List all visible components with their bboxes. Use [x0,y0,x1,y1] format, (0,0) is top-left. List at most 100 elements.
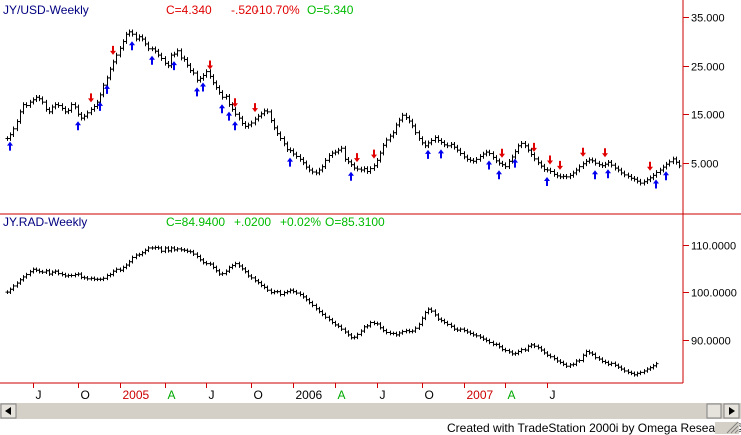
jy-usd-bar [474,157,479,164]
buy-arrow-icon [653,179,659,189]
sell-arrow-icon [252,103,258,113]
buy-arrow-icon [75,121,81,131]
x-tick-label: J [550,388,556,402]
jy-usd-bar [593,158,598,166]
jy-rad-bar [474,333,479,338]
pane1-title: JY/USD-Weekly [3,3,89,17]
buy-arrow-icon [97,101,103,111]
x-tick-label: J [36,388,42,402]
pane2-change-pct: +0.02% [280,215,321,229]
jy-usd-bar [114,52,119,65]
jy-rad-bar [233,261,238,268]
buy-arrow-icon [7,141,13,151]
jy-rad-bar [609,361,614,367]
jy-usd-bar [400,112,405,123]
x-tick-label: O [254,388,263,402]
jy-usd-bar [519,141,524,149]
sell-arrow-icon [499,148,505,158]
sell-arrow-icon [602,148,608,158]
y-tick-label: 90.0000 [691,336,731,348]
scrollbar-track[interactable] [0,403,741,419]
horizontal-scrollbar[interactable] [0,403,741,419]
pane1-change-pct: -10.70% [255,3,300,17]
scroll-thumb[interactable] [706,403,722,419]
jy-rad-bar [503,347,508,353]
jy-rad-bar [487,338,492,345]
jy-rad-bar [532,343,537,349]
buy-arrow-icon [663,171,669,181]
buy-arrow-icon [496,170,502,180]
sell-arrow-icon [557,160,563,170]
buy-arrow-icon [348,171,354,181]
y-tick-label: 5.000 [691,159,719,171]
jy-usd-bar [638,178,643,186]
x-tick-label: J [380,388,386,402]
pane1-change: -.520 [231,3,259,17]
x-tick-label: O [81,388,90,402]
jy-rad-bar [24,272,29,279]
jy-rad-bar [220,271,225,276]
jy-rad-bar [175,247,180,252]
jy-usd-bar [368,166,373,174]
jy-usd-bar [355,165,360,172]
jy-usd-bar [339,145,344,153]
buy-arrow-icon [486,160,492,170]
jy-usd-bar [265,108,270,115]
jy-usd-bar [413,123,418,136]
scroll-right-icon [729,407,735,415]
scroll-left-icon [5,407,11,415]
jy-usd-bar [56,102,61,108]
jy-rad-bar [622,367,627,373]
buy-arrow-icon [425,149,431,159]
sell-arrow-icon [232,98,238,108]
buy-arrow-icon [171,61,177,71]
pane1-open: O=5.340 [307,3,354,17]
jy-rad-bar [355,332,360,340]
jy-rad-bar [101,276,106,282]
footer-credit: Created with TradeStation 2000i by Omega… [447,421,741,435]
buy-arrow-icon [544,177,550,187]
jy-usd-bar [294,151,299,159]
jy-rad-bar [445,320,450,327]
jy-usd-bar [278,131,283,141]
buy-arrow-icon [226,111,232,121]
y-tick-label: 25.000 [691,62,725,74]
jy-usd-bar [191,68,196,76]
sell-arrow-icon [531,142,537,152]
jy-rad-bar [548,353,553,359]
sell-arrow-icon [371,149,377,159]
jy-usd-bar [159,52,164,61]
buy-arrow-icon [605,169,611,179]
jy-usd-bar [69,102,74,113]
jy-rad-bar [429,307,434,313]
jy-rad-bar [265,285,270,293]
pane2-title: JY.RAD-Weekly [3,215,87,229]
x-tick-label: 2005 [123,388,150,402]
jy-usd-bar [146,41,151,52]
buy-arrow-icon [149,55,155,65]
jy-rad-bar [204,260,209,266]
jy-usd-bar [40,96,45,105]
jy-usd-bar [429,138,434,146]
jy-rad-bar [130,255,135,264]
jy-usd-bar [445,142,450,149]
y-tick-label: 35.000 [691,13,725,25]
jy-usd-bar [310,167,315,175]
pane1-bars [5,29,682,186]
jy-rad-bar [310,300,315,308]
size-grip-icon [726,421,739,434]
jy-rad-bar [11,284,16,292]
buy-arrow-icon [129,41,135,51]
x-tick-label: J [209,388,215,402]
buy-arrow-icon [232,121,238,131]
jy-usd-bar [220,90,225,100]
jy-rad-bar [654,361,659,368]
jy-rad-bar [339,324,344,331]
price-axis: 35.000 25.000 15.000 5.000 110.0000 100.0000 9… [683,13,737,348]
x-tick-label: 2006 [296,388,323,402]
jy-rad-bar [146,246,151,253]
jy-usd-bar [503,162,508,169]
